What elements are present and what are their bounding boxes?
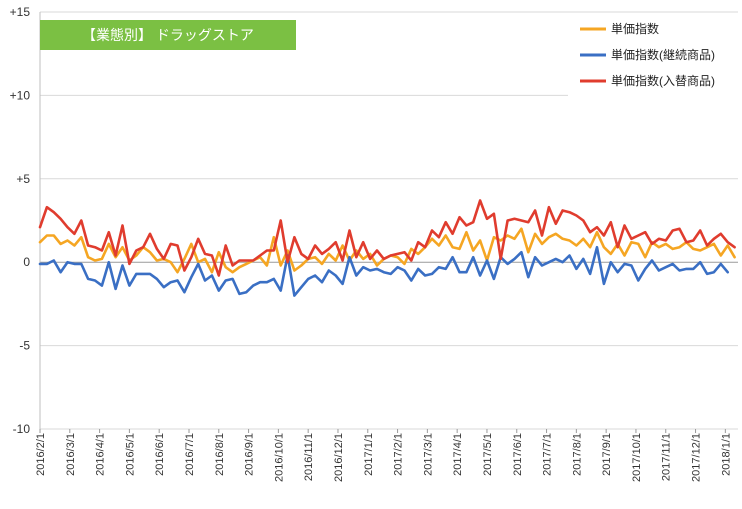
y-tick-label: +10 [10,88,31,102]
legend-item-replacement: 単価指数(入替商品) [580,73,715,88]
series-line-2 [38,199,736,277]
x-tick-label: 2017/2/1 [393,433,405,476]
x-tick-label: 2016/3/1 [65,433,77,476]
chart-title: 【業態別】 ドラッグストア [82,27,254,43]
legend-label-unit-price: 単価指数 [611,21,659,36]
x-tick-label: 2016/11/1 [303,433,315,481]
x-tick-label: 2017/7/1 [542,433,554,476]
x-tick-label: 2017/8/1 [571,433,583,476]
x-tick-label: 2016/2/1 [35,433,47,476]
legend-item-continuing: 単価指数(継続商品) [580,47,715,62]
legend: 単価指数 単価指数(継続商品) 単価指数(入替商品) [568,15,740,97]
legend-label-continuing: 単価指数(継続商品) [611,47,715,62]
x-tick-label: 2016/5/1 [124,433,136,476]
x-tick-label: 2017/10/1 [631,433,643,482]
x-tick-label: 2017/9/1 [601,433,613,476]
legend-label-replacement: 単価指数(入替商品) [611,73,715,88]
x-tick-label: 2017/11/1 [661,433,673,481]
chart-title-box: 【業態別】 ドラッグストア [40,20,296,50]
y-tick-label: -10 [13,422,31,436]
x-tick-label: 2017/3/1 [422,433,434,476]
x-axis: 2016/2/1 2016/3/1 2016/4/1 2016/5/1 2016/6/1… [35,429,732,482]
x-tick-label: 2016/8/1 [214,433,226,476]
x-tick-label: 2018/1/1 [720,433,732,476]
chart-title-background [40,20,296,50]
x-tick-label: 2017/1/1 [363,433,375,476]
legend-item-unit-price: 単価指数 [580,21,659,36]
x-tick-label: 2017/6/1 [512,433,524,476]
x-tick-label: 2017/4/1 [452,433,464,476]
x-tick-label: 2016/9/1 [244,433,256,476]
x-tick-label: 2016/12/1 [333,433,345,482]
y-tick-label: 0 [23,255,30,269]
series-line-1 [38,245,730,297]
x-tick-label: 2017/12/1 [691,433,703,482]
x-tick-label: 2016/7/1 [184,433,196,476]
x-tick-label: 2016/10/1 [273,433,285,482]
y-tick-label: -5 [19,339,30,353]
grid-lines [39,11,738,430]
x-tick-label: 2017/5/1 [482,433,494,476]
y-tick-label: +5 [16,172,30,186]
series-lines [38,199,736,297]
y-tick-label: +15 [10,5,31,19]
x-tick-label: 2016/4/1 [95,433,107,476]
x-tick-label: 2016/6/1 [154,433,166,476]
y-axis: +15 +10 +5 0 -5 -10 [10,5,31,436]
